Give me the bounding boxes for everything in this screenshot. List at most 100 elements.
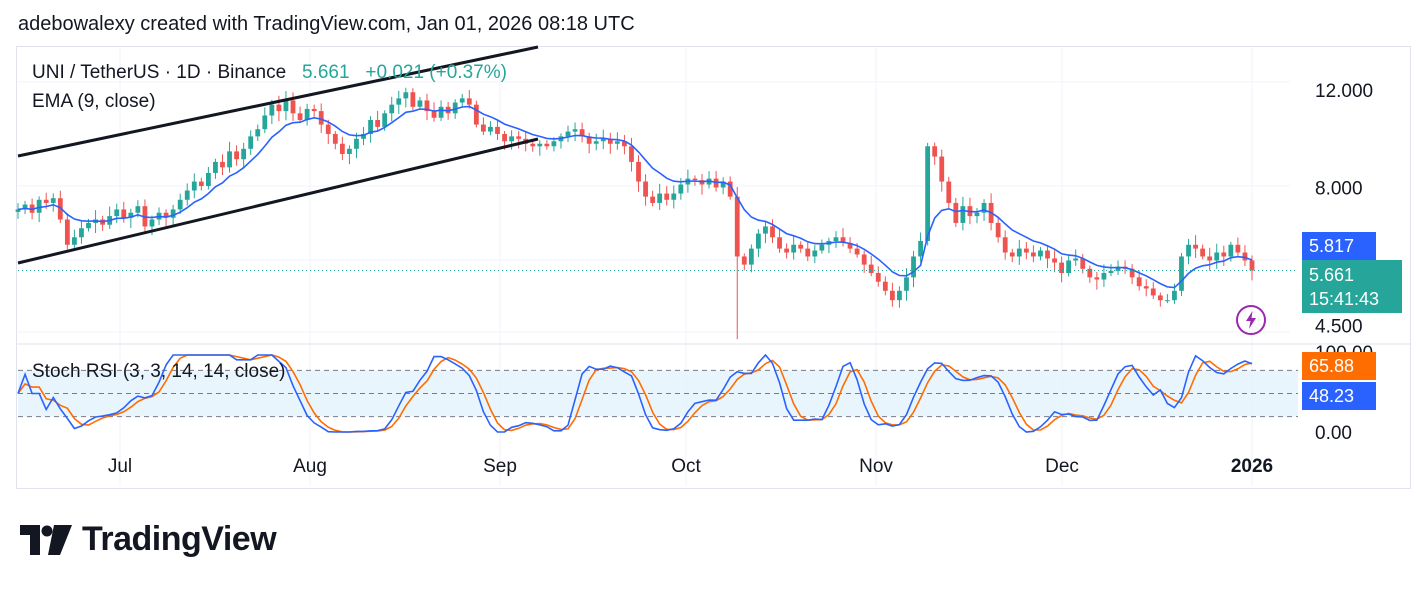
- candle-body: [283, 100, 289, 112]
- candle-body: [1242, 252, 1248, 261]
- candle-body: [227, 151, 232, 168]
- candle-body: [918, 240, 923, 257]
- candle-body: [495, 126, 500, 134]
- candle-body: [650, 196, 656, 203]
- legend-symbol: UNI / TetherUS · 1D · Binance: [32, 62, 287, 83]
- candle-body: [1016, 248, 1022, 257]
- candle-body: [819, 244, 825, 251]
- legend-ema[interactable]: EMA (9, close): [32, 91, 156, 112]
- candle-body: [586, 136, 592, 144]
- candle-body: [347, 148, 352, 154]
- tradingview-logo[interactable]: TradingView: [20, 520, 277, 559]
- candle-body: [678, 184, 684, 194]
- candle-body: [241, 148, 247, 160]
- candle-body: [375, 119, 381, 127]
- candle-body: [64, 219, 70, 245]
- candle-body: [198, 181, 204, 186]
- y-tick-label: 8.000: [1315, 178, 1363, 199]
- candle-body: [897, 290, 902, 301]
- lightning-icon[interactable]: [1236, 305, 1266, 335]
- candle-body: [748, 248, 754, 265]
- candle-body: [537, 143, 543, 147]
- candle-body: [741, 256, 747, 265]
- candle-body: [516, 136, 522, 139]
- candle-body: [488, 126, 493, 132]
- candle-body: [1186, 244, 1191, 257]
- candle-body: [170, 209, 176, 218]
- candle-body: [438, 106, 444, 118]
- candle-body: [57, 198, 63, 220]
- candle-body: [339, 143, 345, 154]
- candle-body: [1143, 286, 1149, 289]
- candle-body: [361, 133, 366, 139]
- stoch-d-tag: 48.23: [1302, 382, 1376, 410]
- candle-body: [255, 129, 261, 137]
- candle-body: [925, 146, 931, 241]
- legend-symbol-row: UNI / TetherUS · 1D · Binance 5.661 +0.0…: [32, 62, 507, 84]
- x-tick-label: Oct: [671, 456, 701, 477]
- candle-body: [318, 111, 324, 125]
- candle-body: [791, 244, 797, 253]
- candle-body: [121, 209, 127, 218]
- x-tick-label: Jul: [108, 456, 132, 477]
- candle-body: [466, 98, 472, 105]
- candle-body: [459, 98, 465, 103]
- candle-body: [868, 264, 874, 274]
- candle-body: [1249, 260, 1255, 271]
- candle-body: [297, 113, 303, 120]
- candle-body: [1009, 252, 1015, 257]
- legend-stoch-rsi[interactable]: Stoch RSI (3, 3, 14, 14, close): [32, 361, 286, 382]
- candle-body: [1108, 270, 1114, 274]
- candle-body: [530, 143, 536, 147]
- candle-body: [234, 151, 239, 160]
- candle-body: [889, 290, 895, 301]
- candle-body: [861, 254, 867, 265]
- candle-body: [629, 146, 634, 162]
- legend-last-price: 5.661: [301, 62, 350, 83]
- tradingview-logo-icon: [20, 524, 72, 555]
- candle-body: [565, 131, 571, 137]
- candle-body: [368, 119, 373, 134]
- candle-body: [805, 248, 811, 257]
- candle-body: [290, 100, 296, 114]
- candle-body: [1228, 244, 1234, 257]
- candle-body: [593, 141, 599, 144]
- candle-body: [1023, 248, 1029, 253]
- candle-body: [72, 237, 77, 245]
- candle-body: [269, 104, 275, 116]
- candle-body: [657, 193, 663, 203]
- candle-body: [572, 129, 578, 132]
- stoch-rsi-lines: [17, 353, 1253, 433]
- candle-body: [882, 281, 888, 291]
- legend-change: +0.021 (+0.37%): [365, 62, 507, 83]
- candle-body: [840, 237, 846, 243]
- candle-body: [770, 226, 775, 238]
- candle-body: [213, 161, 218, 173]
- candle-body: [1073, 258, 1079, 261]
- candle-body: [1200, 248, 1206, 257]
- candle-body: [904, 277, 909, 291]
- x-tick-label: Dec: [1045, 456, 1079, 477]
- candle-body: [777, 237, 782, 249]
- candle-body: [727, 181, 733, 197]
- candle-body: [135, 206, 141, 213]
- candle-body: [784, 248, 790, 253]
- candle-body: [1207, 256, 1213, 261]
- candle-body: [551, 141, 557, 147]
- candle-body: [431, 111, 437, 118]
- candle-body: [1172, 290, 1177, 301]
- channel-lower-line: [17, 137, 539, 265]
- candle-body: [643, 181, 648, 197]
- candle-body: [424, 100, 430, 112]
- candle-body: [43, 199, 49, 203]
- candle-body: [1221, 252, 1227, 257]
- candle-body: [939, 156, 945, 182]
- candle-body: [636, 161, 641, 182]
- candle-body: [36, 199, 42, 213]
- candle-body: [248, 136, 254, 149]
- candle-body: [911, 256, 916, 278]
- candle-body: [220, 161, 225, 168]
- candle-body: [417, 100, 423, 107]
- candle-body: [1059, 262, 1065, 274]
